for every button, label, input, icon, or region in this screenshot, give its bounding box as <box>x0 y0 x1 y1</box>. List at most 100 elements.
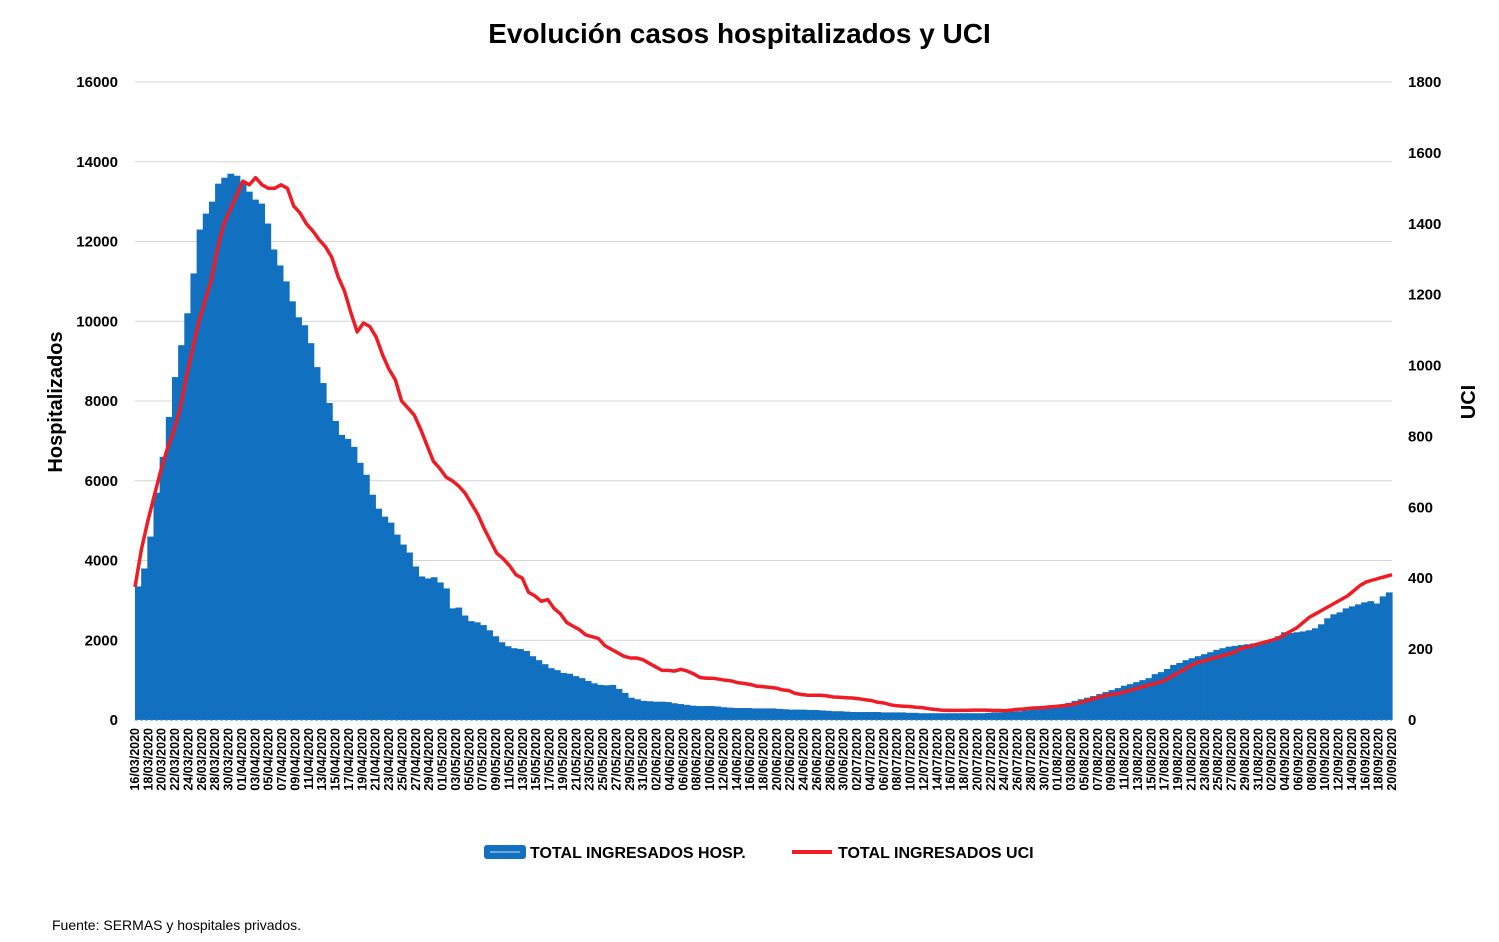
hosp-bar <box>818 710 826 720</box>
y-tick-label-left: 4000 <box>85 553 118 570</box>
x-tick-label: 04/06/2020 <box>663 728 677 791</box>
hosp-bar <box>769 708 777 720</box>
x-tick-label: 01/05/2020 <box>436 728 450 791</box>
hosp-bar <box>443 588 450 720</box>
hosp-bar <box>652 701 660 720</box>
hosp-bar <box>436 582 444 720</box>
y-tick-label-right: 1200 <box>1408 287 1441 304</box>
x-tick-label: 07/04/2020 <box>275 728 289 791</box>
hosp-bar <box>720 707 728 720</box>
hosp-bar <box>517 649 524 720</box>
hosp-bar <box>1102 692 1110 720</box>
hosp-bar <box>948 713 956 720</box>
x-tick-label: 30/07/2020 <box>1037 728 1051 791</box>
x-tick-label: 31/05/2020 <box>636 728 650 791</box>
x-tick-label: 31/08/2020 <box>1251 728 1265 791</box>
hosp-bar <box>208 201 216 720</box>
hosp-bar <box>757 708 765 720</box>
hosp-bar <box>806 710 814 720</box>
hosp-bar <box>708 706 715 720</box>
hosp-bar <box>1133 682 1140 720</box>
hosp-bar <box>800 709 808 720</box>
hosp-bar <box>221 177 229 720</box>
hosp-bar <box>486 630 493 720</box>
hosp-bar <box>480 625 487 720</box>
hosp-bar <box>1373 603 1381 720</box>
hosp-bar <box>794 709 802 720</box>
hosp-bar <box>726 707 734 720</box>
hosp-bar <box>1182 660 1190 720</box>
hosp-bar <box>917 713 925 720</box>
hosp-bar <box>135 586 142 720</box>
y-tick-label-right: 600 <box>1408 499 1433 516</box>
hosp-bar <box>332 420 339 720</box>
chart-title: Evolución casos hospitalizados y UCI <box>488 18 991 49</box>
hosp-bar <box>1071 700 1079 720</box>
x-tick-label: 30/03/2020 <box>222 728 236 791</box>
y-axis-title-left: Hospitalizados <box>45 331 67 472</box>
x-tick-label: 30/06/2020 <box>837 728 851 791</box>
x-tick-label: 14/07/2020 <box>930 728 944 791</box>
x-tick-label: 05/04/2020 <box>262 728 276 791</box>
hosp-bar <box>1108 690 1116 720</box>
hosp-bar <box>1299 631 1307 720</box>
hosp-bar <box>467 621 475 720</box>
x-tick-label: 16/09/2020 <box>1358 728 1372 791</box>
hosp-bar <box>313 367 321 720</box>
x-tick-label: 13/08/2020 <box>1131 728 1145 791</box>
hosp-bar <box>510 648 518 720</box>
x-tick-label: 29/05/2020 <box>623 728 637 791</box>
hosp-bar <box>1348 606 1356 720</box>
hosp-bar <box>985 712 993 720</box>
x-tick-label: 13/05/2020 <box>516 728 530 791</box>
hosp-bar <box>1256 642 1264 720</box>
x-tick-label: 04/09/2020 <box>1278 728 1292 791</box>
x-tick-label: 08/09/2020 <box>1305 728 1319 791</box>
legend-label-uci: TOTAL INGRESADOS UCI <box>838 845 1034 862</box>
hosp-bar <box>381 516 389 720</box>
hosp-bar <box>892 712 900 720</box>
x-tick-label: 25/05/2020 <box>596 728 610 791</box>
hosp-bar <box>843 711 851 720</box>
x-tick-label: 27/04/2020 <box>409 728 423 791</box>
hosp-bar <box>1016 711 1023 720</box>
y-tick-label-left: 0 <box>110 712 118 729</box>
hosp-bar <box>523 651 530 720</box>
x-tick-label: 09/08/2020 <box>1104 728 1118 791</box>
hosp-bar <box>492 636 500 720</box>
hosp-bar <box>578 678 586 720</box>
x-tick-label: 26/06/2020 <box>810 728 824 791</box>
hosp-bar <box>1225 646 1233 720</box>
hosp-bar <box>184 313 192 720</box>
hosp-bar <box>1268 640 1276 720</box>
hosp-bar <box>473 622 481 720</box>
x-tick-label: 09/04/2020 <box>288 728 302 791</box>
hosp-bar <box>1003 712 1011 720</box>
hosp-bar <box>245 191 253 720</box>
hosp-bar <box>646 701 654 720</box>
hosp-bar <box>751 708 758 720</box>
hosp-bar <box>664 702 672 720</box>
hosp-bar <box>1219 648 1227 720</box>
hosp-bar <box>689 705 697 720</box>
x-tick-label: 26/03/2020 <box>195 728 209 791</box>
x-tick-label: 21/08/2020 <box>1184 728 1198 791</box>
x-tick-label: 24/06/2020 <box>797 728 811 791</box>
hosp-bar <box>886 712 894 720</box>
hosp-bar <box>1355 604 1362 720</box>
hosp-bar <box>837 711 845 720</box>
y-tick-label-right: 0 <box>1408 712 1416 729</box>
hosp-bar <box>732 708 740 720</box>
hosp-bar <box>1342 608 1350 720</box>
hosp-bar <box>252 199 259 721</box>
hosp-bar <box>159 456 167 720</box>
hosp-bar <box>788 709 795 720</box>
hosp-bar <box>178 345 185 720</box>
hosp-bar <box>1059 704 1067 720</box>
hosp-bar <box>1188 658 1196 720</box>
x-tick-label: 02/07/2020 <box>850 728 864 791</box>
hosp-bar <box>929 713 937 720</box>
hosp-bar <box>369 494 376 720</box>
x-tick-label: 03/04/2020 <box>248 728 262 791</box>
x-tick-label: 06/09/2020 <box>1291 728 1305 791</box>
